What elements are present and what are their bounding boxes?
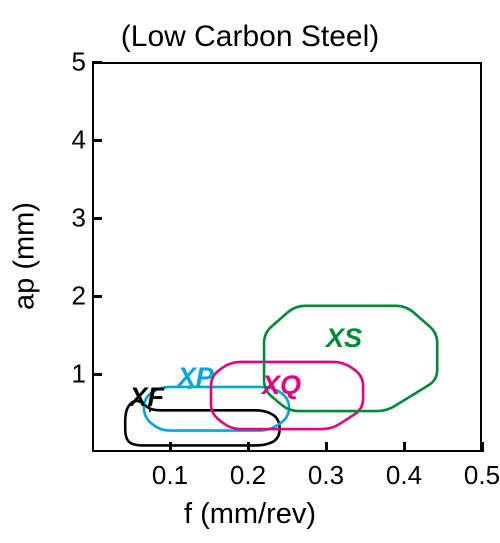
xtick-label: 0.3 (308, 460, 344, 491)
xtick-mark (325, 442, 328, 452)
xtick-mark (481, 442, 484, 452)
chart-container: (Low Carbon Steel) ap (mm) f (mm/rev) 12… (0, 0, 500, 543)
xtick-mark (403, 442, 406, 452)
ytick-mark (92, 217, 102, 220)
xtick-label: 0.5 (464, 460, 500, 491)
region-label-XS: XS (326, 323, 362, 354)
region-label-XQ: XQ (262, 370, 301, 401)
ytick-label: 4 (72, 125, 86, 156)
ytick-label: 3 (72, 203, 86, 234)
xtick-label: 0.2 (230, 460, 266, 491)
x-axis-label: f (mm/rev) (0, 498, 500, 531)
xtick-label: 0.1 (152, 460, 188, 491)
ytick-mark (92, 61, 102, 64)
ytick-mark (92, 373, 102, 376)
xtick-mark (247, 442, 250, 452)
xtick-mark (169, 442, 172, 452)
ytick-mark (92, 139, 102, 142)
ytick-mark (92, 295, 102, 298)
region-label-XF: XF (129, 382, 164, 413)
region-label-XP: XP (178, 362, 214, 393)
ytick-label: 2 (72, 281, 86, 312)
y-axis-label: ap (mm) (8, 202, 41, 310)
ytick-label: 5 (72, 47, 86, 78)
ytick-label: 1 (72, 359, 86, 390)
xtick-label: 0.4 (386, 460, 422, 491)
